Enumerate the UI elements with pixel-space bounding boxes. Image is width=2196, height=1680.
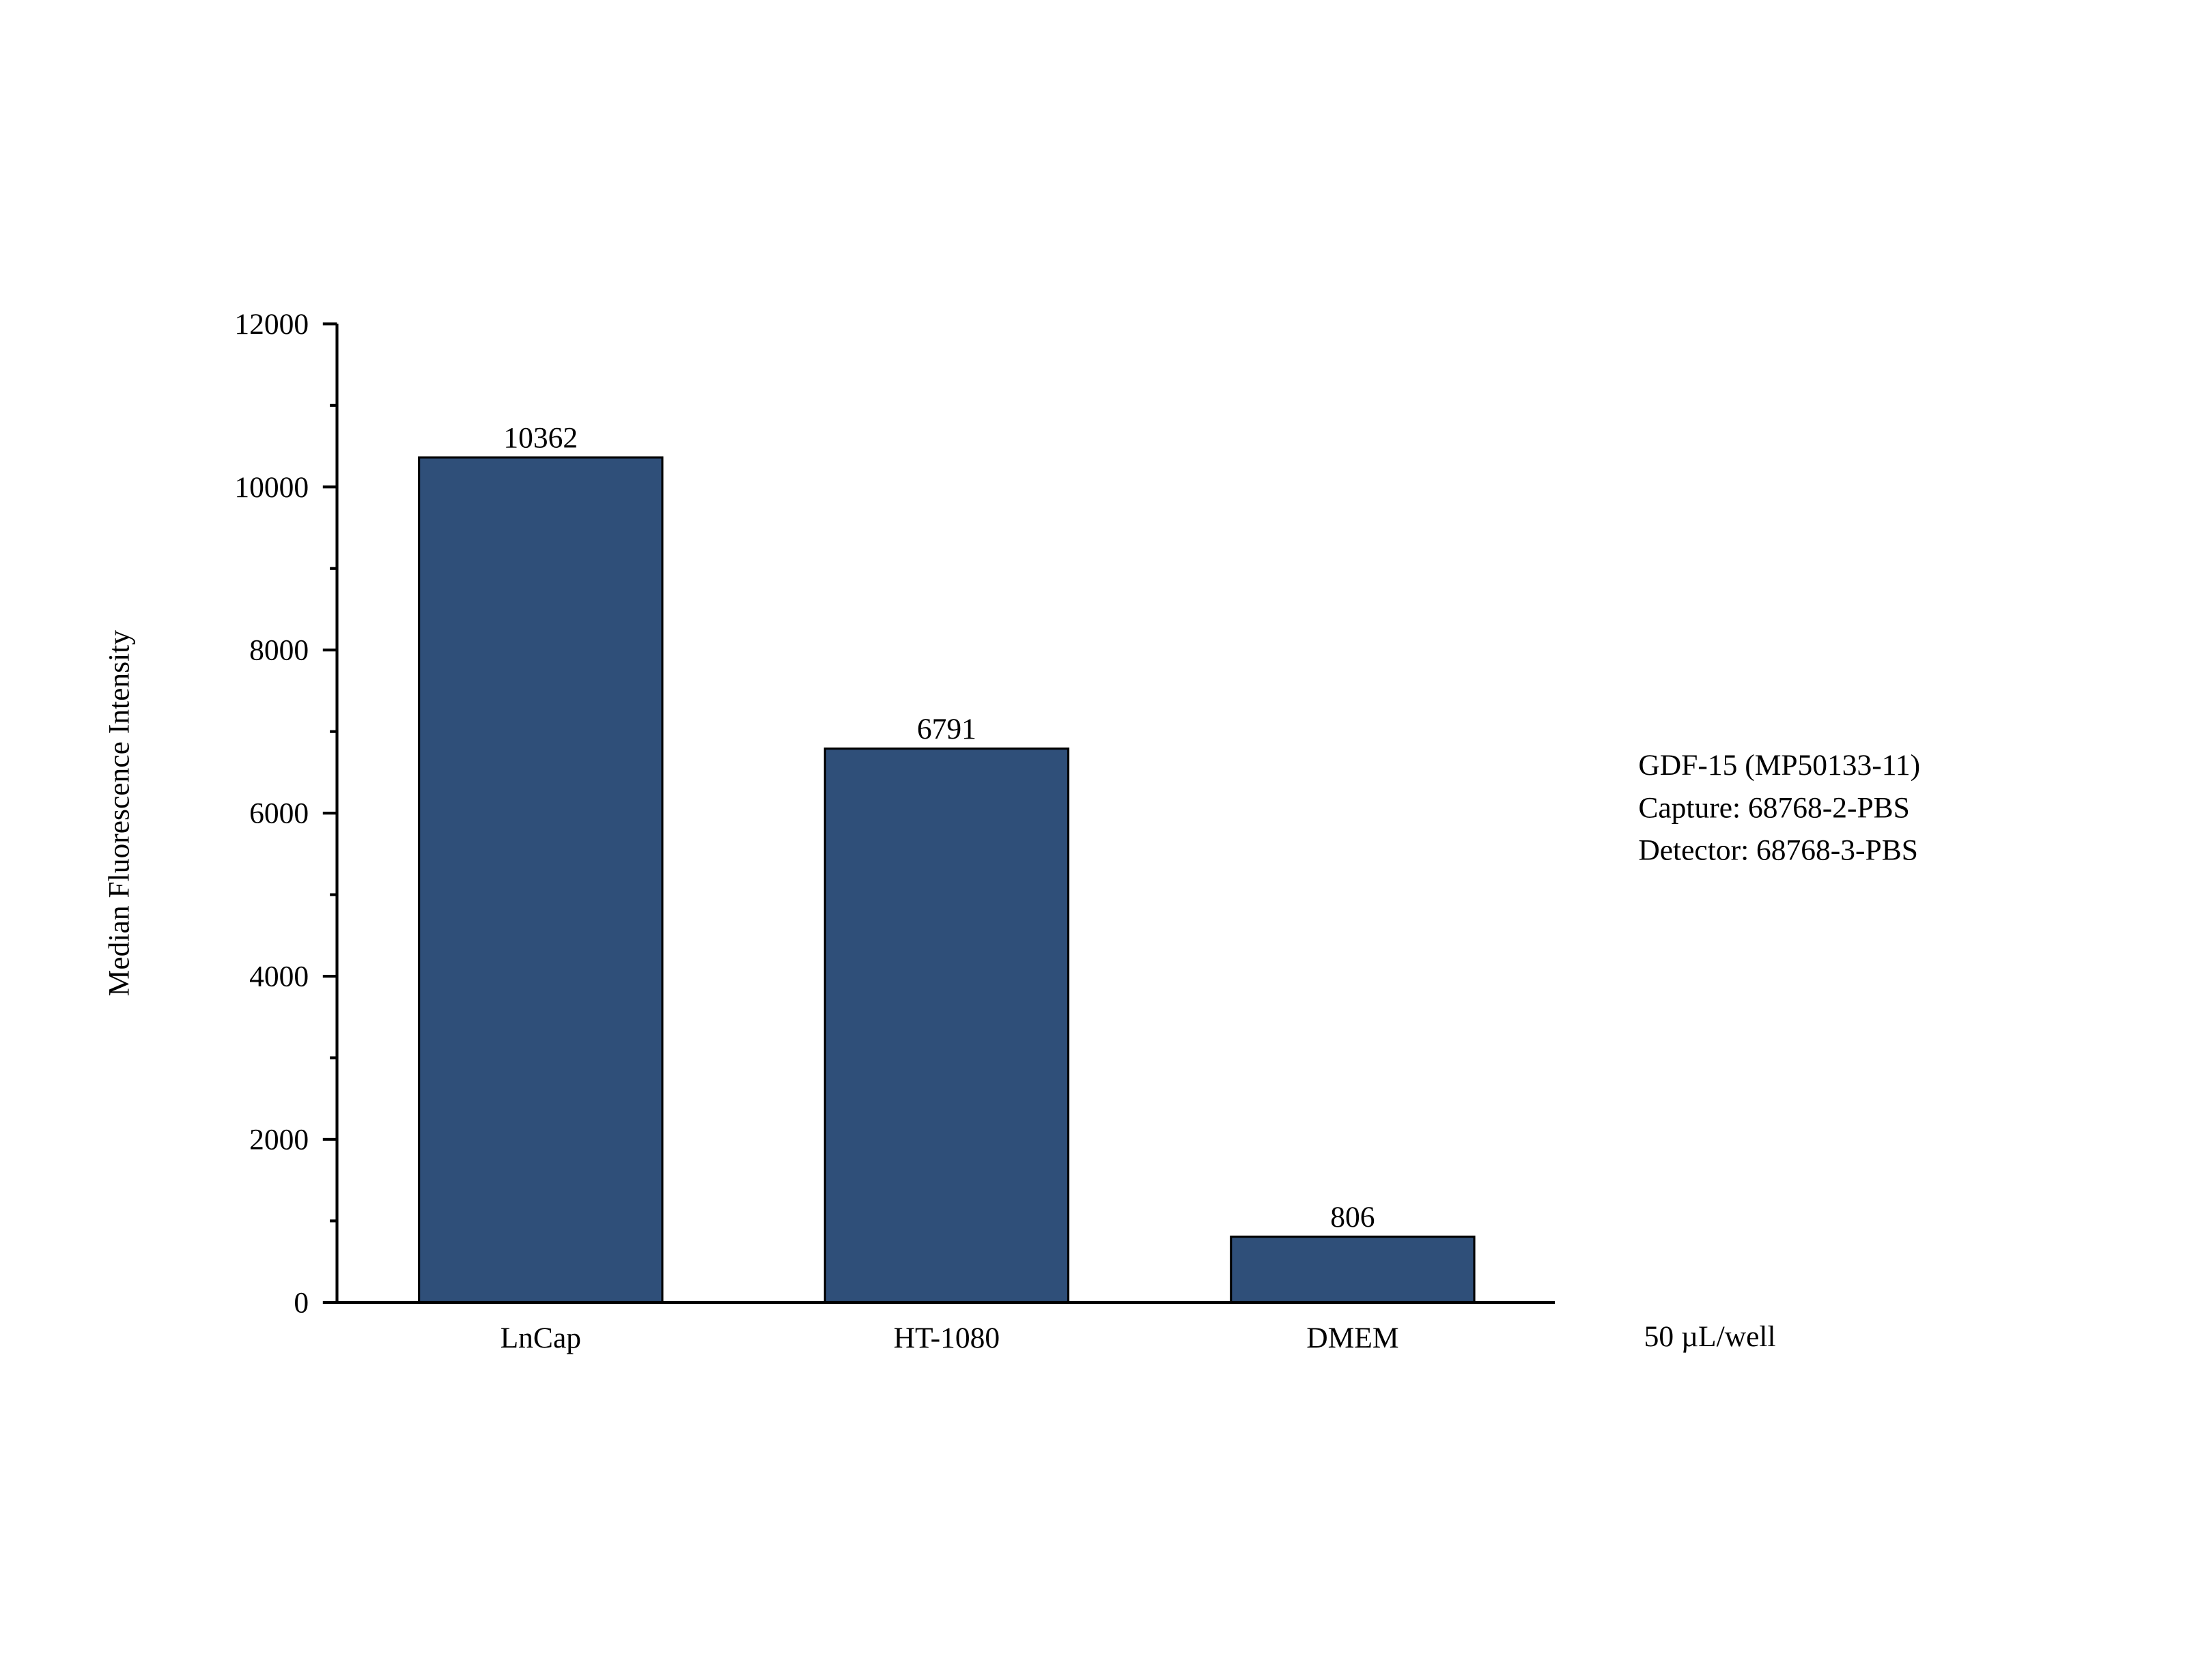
- x-tick-label: HT-1080: [894, 1322, 1000, 1354]
- bar: [418, 456, 664, 1304]
- y-axis-label: Median Fluorescence Intensity: [103, 630, 136, 997]
- y-tick-label: 6000: [249, 797, 309, 830]
- y-tick-label: 12000: [234, 308, 309, 341]
- data-label: 10362: [503, 422, 578, 455]
- x-tick-label: DMEM: [1306, 1322, 1398, 1354]
- bar: [1230, 1236, 1476, 1304]
- annotation: Capture: 68768-2-PBS: [1638, 791, 1910, 824]
- x-tick-label: LnCap: [501, 1322, 581, 1354]
- annotation: Detector: 68768-3-PBS: [1638, 834, 1918, 867]
- y-tick-label: 4000: [249, 960, 309, 993]
- y-tick-label: 2000: [249, 1123, 309, 1156]
- bar: [824, 748, 1070, 1304]
- data-label: 806: [1330, 1201, 1375, 1234]
- y-tick-label: 10000: [234, 471, 309, 504]
- y-tick-label: 0: [294, 1286, 309, 1319]
- y-tick-label: 8000: [249, 634, 309, 667]
- annotation: GDF-15 (MP50133-11): [1638, 749, 1920, 782]
- footnote: 50 µL/well: [1644, 1320, 1776, 1353]
- data-label: 6791: [917, 713, 976, 745]
